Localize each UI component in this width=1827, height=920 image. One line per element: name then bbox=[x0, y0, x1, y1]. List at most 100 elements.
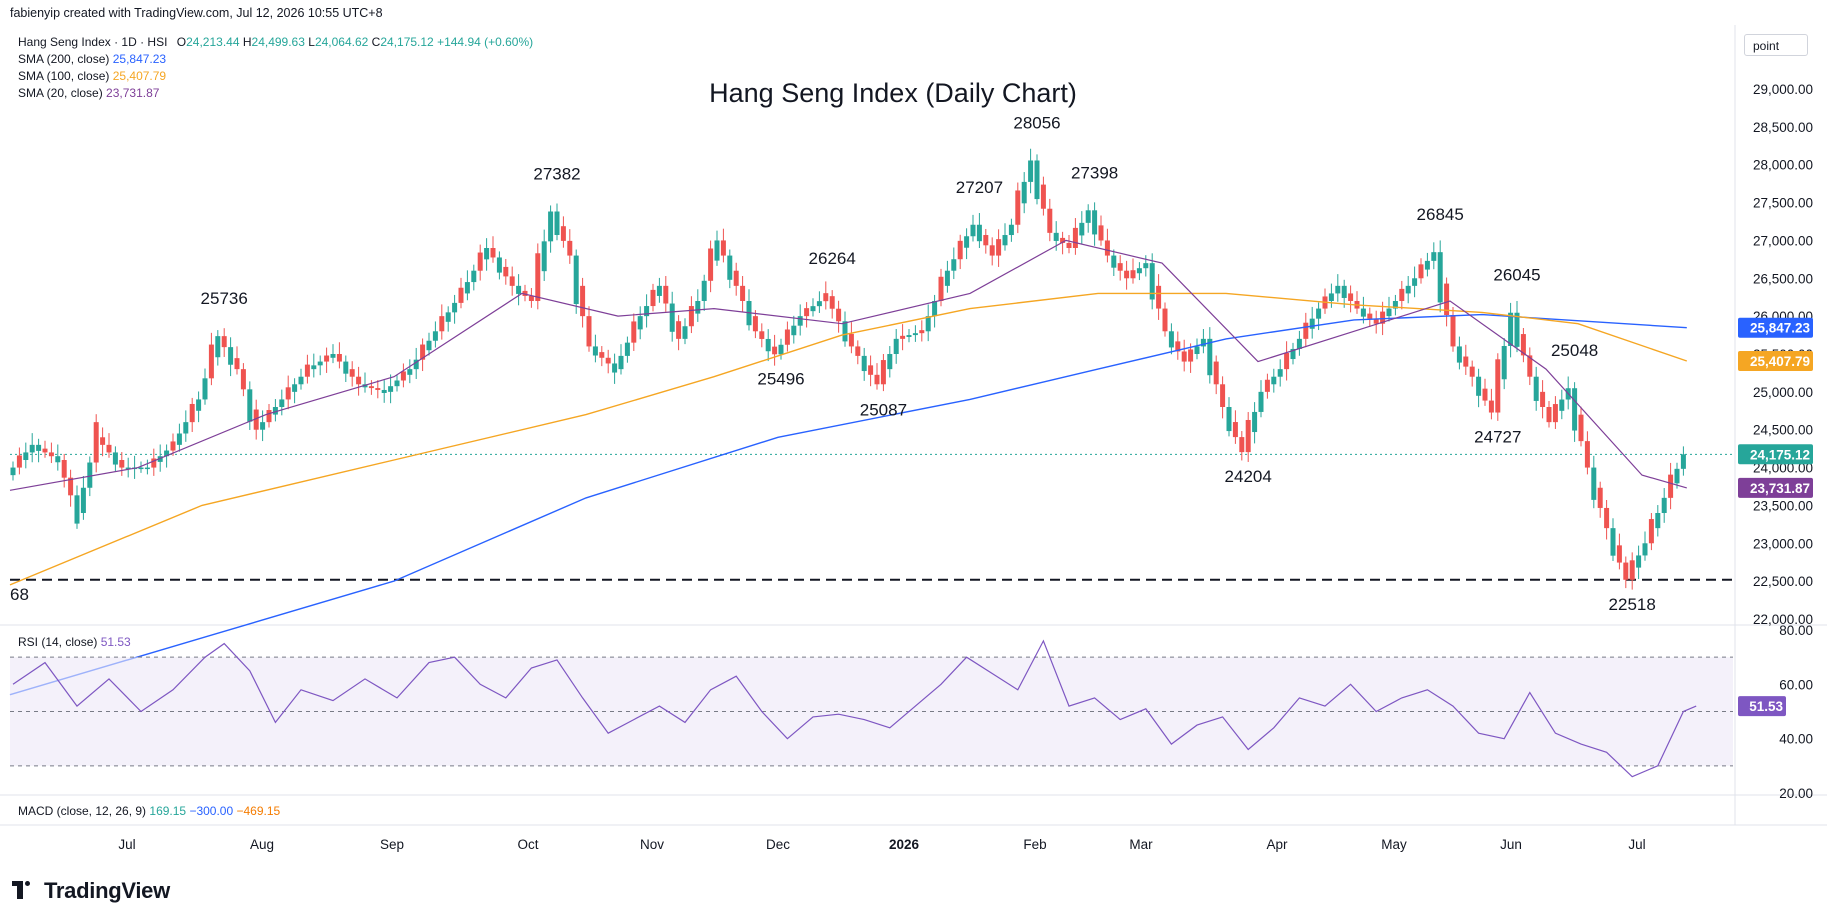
candle-body bbox=[868, 365, 874, 375]
candle-body bbox=[1610, 528, 1616, 556]
candle bbox=[1149, 253, 1155, 310]
candle-body bbox=[554, 211, 560, 236]
candle-body bbox=[1168, 331, 1174, 348]
candle-body bbox=[1264, 379, 1270, 392]
candle-body bbox=[189, 403, 195, 423]
candle bbox=[996, 229, 1002, 267]
candle-body bbox=[234, 358, 240, 370]
candle bbox=[292, 378, 298, 404]
price-tag-box bbox=[1738, 317, 1813, 338]
candle-body bbox=[624, 342, 630, 356]
candle-body bbox=[669, 303, 675, 332]
candle bbox=[951, 247, 957, 280]
candle bbox=[196, 391, 202, 423]
candle bbox=[16, 447, 22, 475]
candle-body bbox=[1559, 399, 1565, 411]
candle-body bbox=[663, 285, 669, 304]
candle-body bbox=[637, 316, 643, 330]
candle-body bbox=[1207, 338, 1213, 376]
candle-body bbox=[87, 462, 93, 488]
candle-body bbox=[1341, 285, 1347, 298]
candle bbox=[810, 298, 816, 317]
candle bbox=[925, 304, 931, 342]
rsi-tick-label: 80.00 bbox=[1779, 623, 1813, 638]
candle bbox=[36, 438, 42, 463]
candle bbox=[772, 334, 778, 366]
candle-body bbox=[151, 458, 157, 468]
candle bbox=[554, 203, 560, 241]
candle bbox=[1271, 368, 1277, 393]
candle-body bbox=[260, 422, 266, 430]
candle bbox=[893, 329, 899, 364]
candle-body bbox=[496, 257, 502, 273]
candle bbox=[1066, 235, 1072, 254]
candle bbox=[1437, 240, 1443, 313]
candle-body bbox=[535, 253, 541, 301]
candle bbox=[829, 290, 835, 319]
candle-body bbox=[1655, 513, 1661, 529]
candle bbox=[1021, 172, 1027, 214]
candle bbox=[887, 346, 893, 378]
candle bbox=[1373, 310, 1379, 334]
candle-body bbox=[119, 460, 125, 468]
candle bbox=[112, 446, 118, 472]
chart-title: Hang Seng Index (Daily Chart) bbox=[709, 78, 1077, 108]
sma20-legend[interactable]: SMA (20, close) 23,731.87 bbox=[18, 86, 160, 100]
candle bbox=[503, 258, 509, 285]
candle-body bbox=[752, 316, 758, 332]
candle-body bbox=[733, 270, 739, 286]
y-tick-label: 27,500.00 bbox=[1753, 196, 1813, 211]
candle bbox=[375, 380, 381, 399]
candle-body bbox=[1328, 293, 1334, 301]
candle-body bbox=[631, 321, 637, 343]
candle-body bbox=[1149, 263, 1155, 300]
candle-body bbox=[336, 354, 342, 362]
candle bbox=[1040, 176, 1046, 216]
scale-mode-button[interactable]: point bbox=[1744, 34, 1808, 56]
price-tag-text: 25,847.23 bbox=[1750, 321, 1811, 336]
x-tick-label: Dec bbox=[766, 837, 790, 852]
candle bbox=[183, 410, 189, 442]
candle bbox=[100, 427, 106, 457]
price-annotation: 25087 bbox=[860, 400, 907, 419]
candle-body bbox=[1284, 352, 1290, 370]
candle bbox=[778, 338, 784, 360]
candle bbox=[490, 236, 496, 263]
candle-body bbox=[1616, 545, 1622, 563]
candle bbox=[477, 244, 483, 281]
candle bbox=[272, 399, 278, 422]
candle bbox=[1533, 366, 1539, 411]
candle bbox=[752, 310, 758, 339]
candle-body bbox=[240, 369, 246, 390]
candle-body bbox=[503, 266, 509, 277]
candle bbox=[215, 330, 221, 366]
candle-body bbox=[144, 467, 150, 470]
candle bbox=[125, 457, 131, 478]
candle bbox=[68, 469, 74, 507]
tradingview-logo[interactable]: TradingView bbox=[12, 878, 170, 904]
candle bbox=[957, 234, 963, 270]
candle-body bbox=[1399, 288, 1405, 301]
candle bbox=[48, 442, 54, 464]
left-edge-label: 68 bbox=[10, 585, 29, 604]
candle bbox=[400, 363, 406, 388]
candle-body bbox=[1392, 301, 1398, 309]
candle-body bbox=[464, 282, 470, 294]
candle bbox=[1079, 211, 1085, 244]
sma100-legend[interactable]: SMA (100, close) 25,407.79 bbox=[18, 69, 167, 83]
macd-legend[interactable]: MACD (close, 12, 26, 9) 169.15 −300.00 −… bbox=[18, 804, 281, 818]
candle-body bbox=[1028, 160, 1034, 182]
candle bbox=[1572, 382, 1578, 442]
candle bbox=[407, 359, 413, 384]
candle-body bbox=[573, 255, 579, 305]
rsi-legend[interactable]: RSI (14, close) 51.53 bbox=[18, 635, 131, 649]
candle-body bbox=[16, 455, 22, 468]
candle bbox=[1424, 252, 1430, 277]
candle bbox=[445, 306, 451, 332]
candle-body bbox=[1648, 519, 1654, 544]
candle-body bbox=[1066, 242, 1072, 248]
candle bbox=[509, 266, 515, 296]
sma200-legend[interactable]: SMA (200, close) 25,847.23 bbox=[18, 52, 167, 66]
rsi-tick-label: 40.00 bbox=[1779, 732, 1813, 747]
